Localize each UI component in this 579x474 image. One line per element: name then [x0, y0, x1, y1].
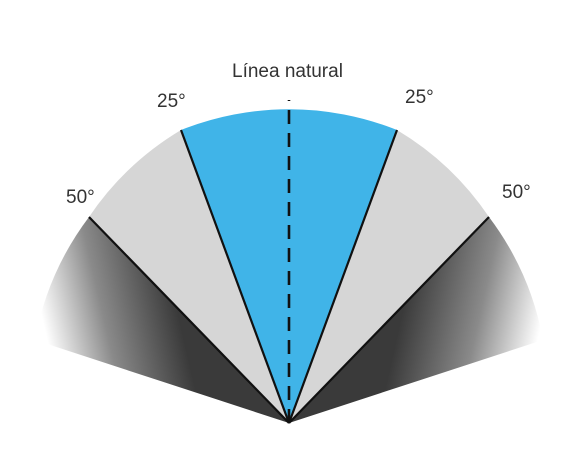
middle-zone-left [89, 130, 289, 423]
boundary-line-left-50 [88, 216, 290, 424]
angle-label-left-50: 50° [66, 187, 95, 208]
angle-label-right-50: 50° [502, 182, 531, 203]
boundary-line-right-25 [287, 129, 399, 424]
middle-zone-right [289, 130, 489, 423]
boundary-line-left-25 [179, 129, 291, 424]
natural-line-label: Línea natural [232, 61, 343, 82]
center-zone [181, 109, 397, 423]
angle-label-right-25: 25° [405, 87, 434, 108]
outer-zone-left [35, 217, 289, 423]
angle-label-left-25: 25° [157, 91, 186, 112]
boundary-line-right-50 [288, 216, 490, 424]
outer-zone-right [289, 217, 543, 423]
